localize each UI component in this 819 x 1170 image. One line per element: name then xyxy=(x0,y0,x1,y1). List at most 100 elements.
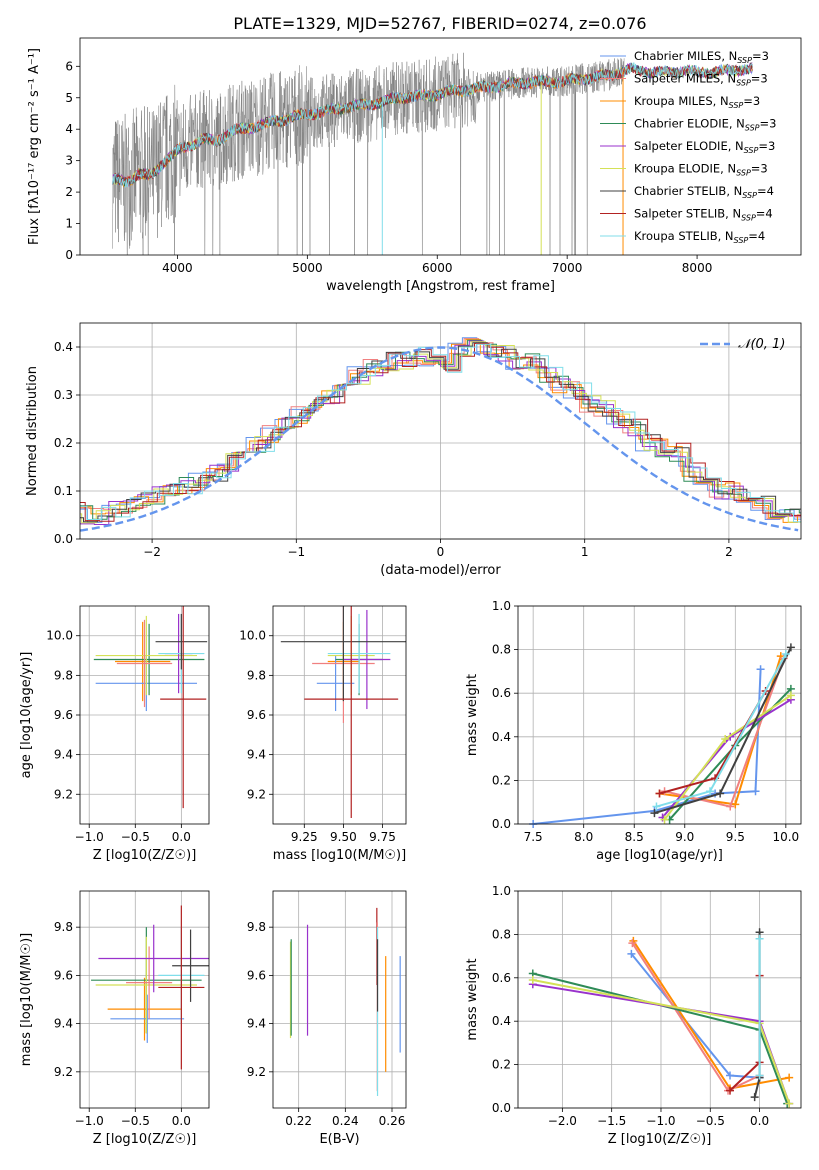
mass-weight-line xyxy=(729,975,761,1092)
mass-weight-vs-Z-panel: −2.0 −1.5 −1.0 −0.5 0.0 0.0 0.2 0.4 0.6 0.8 1.0 Z [… xyxy=(465,884,802,1147)
x-tick-label: 0.22 xyxy=(285,1114,312,1128)
x-tick-label: 8.0 xyxy=(574,830,593,844)
data-point-marker xyxy=(528,975,537,984)
y-tick-label: 2 xyxy=(65,185,73,199)
data-point-marker xyxy=(706,787,715,796)
residuals-panel: −2 −1 0 1 2 0.0 0.1 0.2 0.3 0.4 (data-model)/error… xyxy=(25,322,802,578)
y-tick-label: 0 xyxy=(65,248,73,262)
age-vs-Z-panel: −1.0 −0.5 0.0 9.2 9.4 9.6 9.8 10.0 Z [log10(Z/Z☉… xyxy=(19,605,210,863)
x-axis-label: Z [log10(Z/Z☉)] xyxy=(93,848,197,863)
x-tick-label: −1.0 xyxy=(75,1114,104,1128)
normal-curve xyxy=(79,346,799,532)
mass-weight-vs-age-panel: 7.5 8.0 8.5 9.0 9.5 10.0 0.0 0.2 0.4 0.6 0.8 1.0 age… xyxy=(465,599,802,863)
mass-weight-line xyxy=(656,653,787,808)
histogram-step-line xyxy=(80,341,801,524)
data-point-marker xyxy=(786,691,795,700)
data-point-marker xyxy=(750,1093,759,1102)
data-point-marker xyxy=(652,802,661,811)
data-point-marker xyxy=(628,939,637,948)
y-tick-label: 9.8 xyxy=(54,920,73,934)
x-tick-label: 2 xyxy=(725,545,733,559)
model-line xyxy=(112,63,753,186)
data-point-marker xyxy=(721,734,730,743)
x-tick-label: −1.0 xyxy=(646,1114,675,1128)
y-tick-label: 0.6 xyxy=(492,686,511,700)
x-tick-label: 10.0 xyxy=(772,830,799,844)
y-tick-label: 5 xyxy=(65,91,73,105)
histogram-step-line xyxy=(80,343,801,523)
model-line xyxy=(112,62,753,188)
data-point-marker xyxy=(785,1099,794,1108)
x-axis-label: wavelength [Angstrom, rest frame] xyxy=(326,279,555,294)
data-point-marker xyxy=(785,1073,794,1082)
y-tick-label: 9.8 xyxy=(54,668,73,682)
legend-label: Salpeter ELODIE, NSSP=3 xyxy=(634,139,775,155)
legend-label: Kroupa STELIB, NSSP=4 xyxy=(634,229,765,245)
x-tick-label: −2 xyxy=(143,545,161,559)
y-tick-label: 9.4 xyxy=(54,748,73,762)
y-axis-label: Flux [fλ10⁻¹⁷ erg cm⁻² s⁻¹ A⁻¹] xyxy=(27,48,42,245)
y-tick-label: 9.2 xyxy=(54,787,73,801)
axes-frame xyxy=(79,890,210,1109)
y-tick-label: 9.6 xyxy=(54,968,73,982)
y-tick-label: 0.2 xyxy=(492,773,511,787)
x-tick-label: −0.5 xyxy=(121,1114,150,1128)
x-axis-label: age [log10(age/yr)] xyxy=(596,848,723,863)
spectrum-data-line xyxy=(112,52,625,255)
data-point-marker xyxy=(781,649,790,658)
data-point-marker xyxy=(627,949,636,958)
y-tick-label: 0.2 xyxy=(54,436,73,450)
y-axis-label: mass weight xyxy=(465,674,480,756)
x-tick-label: 6000 xyxy=(422,261,453,275)
x-axis-label: Z [log10(Z/Z☉)] xyxy=(608,1132,712,1147)
y-tick-label: 9.4 xyxy=(247,748,266,762)
data-point-marker xyxy=(786,643,795,652)
legend-label: Salpeter MILES, NSSP=3 xyxy=(634,72,768,88)
mass-weight-line xyxy=(533,669,762,825)
data-point-marker xyxy=(716,789,725,798)
spectrum-panel: 4000 5000 6000 7000 8000 0 1 2 3 4 5 6 wavelength [A… xyxy=(27,37,802,294)
data-point-marker xyxy=(650,809,659,818)
y-tick-label: 0.2 xyxy=(492,1058,511,1072)
y-tick-label: 9.6 xyxy=(247,708,266,722)
x-tick-label: 0 xyxy=(437,545,445,559)
x-tick-label: 0.26 xyxy=(379,1114,406,1128)
y-tick-label: 0.8 xyxy=(492,927,511,941)
axes-frame xyxy=(517,890,802,1109)
x-tick-label: −0.5 xyxy=(121,830,150,844)
y-tick-label: 9.4 xyxy=(247,1017,266,1031)
x-tick-label: −0.5 xyxy=(696,1114,725,1128)
x-tick-label: −1.5 xyxy=(597,1114,626,1128)
x-tick-label: −1.0 xyxy=(75,830,104,844)
y-axis-label: mass weight xyxy=(465,958,480,1040)
histogram-step-line xyxy=(80,339,801,520)
y-tick-label: 10.0 xyxy=(239,629,266,643)
legend-label: Chabrier ELODIE, NSSP=3 xyxy=(634,117,776,133)
legend-label: Salpeter STELIB, NSSP=4 xyxy=(634,207,773,223)
axes-frame xyxy=(272,605,407,825)
x-tick-label: 9.50 xyxy=(330,830,357,844)
y-tick-label: 6 xyxy=(65,59,73,73)
mass-vs-EBV-panel: 0.22 0.24 0.26 9.2 9.4 9.6 9.8 E(B-V) xyxy=(247,890,407,1147)
data-point-marker xyxy=(755,1071,764,1080)
y-tick-label: 0.1 xyxy=(54,484,73,498)
axes-frame xyxy=(79,37,802,256)
data-point-marker xyxy=(756,665,765,674)
x-tick-label: 0.0 xyxy=(750,1114,769,1128)
y-tick-label: 0.3 xyxy=(54,388,73,402)
mass-vs-Z-panel: −1.0 −0.5 0.0 9.2 9.4 9.6 9.8 Z [log10(Z/Z☉)] ma… xyxy=(19,890,210,1147)
histogram-step-line xyxy=(80,343,801,522)
x-tick-label: 9.5 xyxy=(726,830,745,844)
x-tick-label: −1 xyxy=(287,545,305,559)
x-tick-label: 0.0 xyxy=(172,830,191,844)
x-tick-label: 0.0 xyxy=(172,1114,191,1128)
y-tick-label: 1 xyxy=(65,217,73,231)
y-tick-label: 0.0 xyxy=(54,532,73,546)
x-axis-label: (data-model)/error xyxy=(380,563,501,578)
y-tick-label: 9.8 xyxy=(247,920,266,934)
y-tick-label: 9.2 xyxy=(54,1065,73,1079)
y-tick-label: 1.0 xyxy=(492,884,511,898)
x-tick-label: 9.0 xyxy=(675,830,694,844)
y-tick-label: 9.8 xyxy=(247,668,266,682)
